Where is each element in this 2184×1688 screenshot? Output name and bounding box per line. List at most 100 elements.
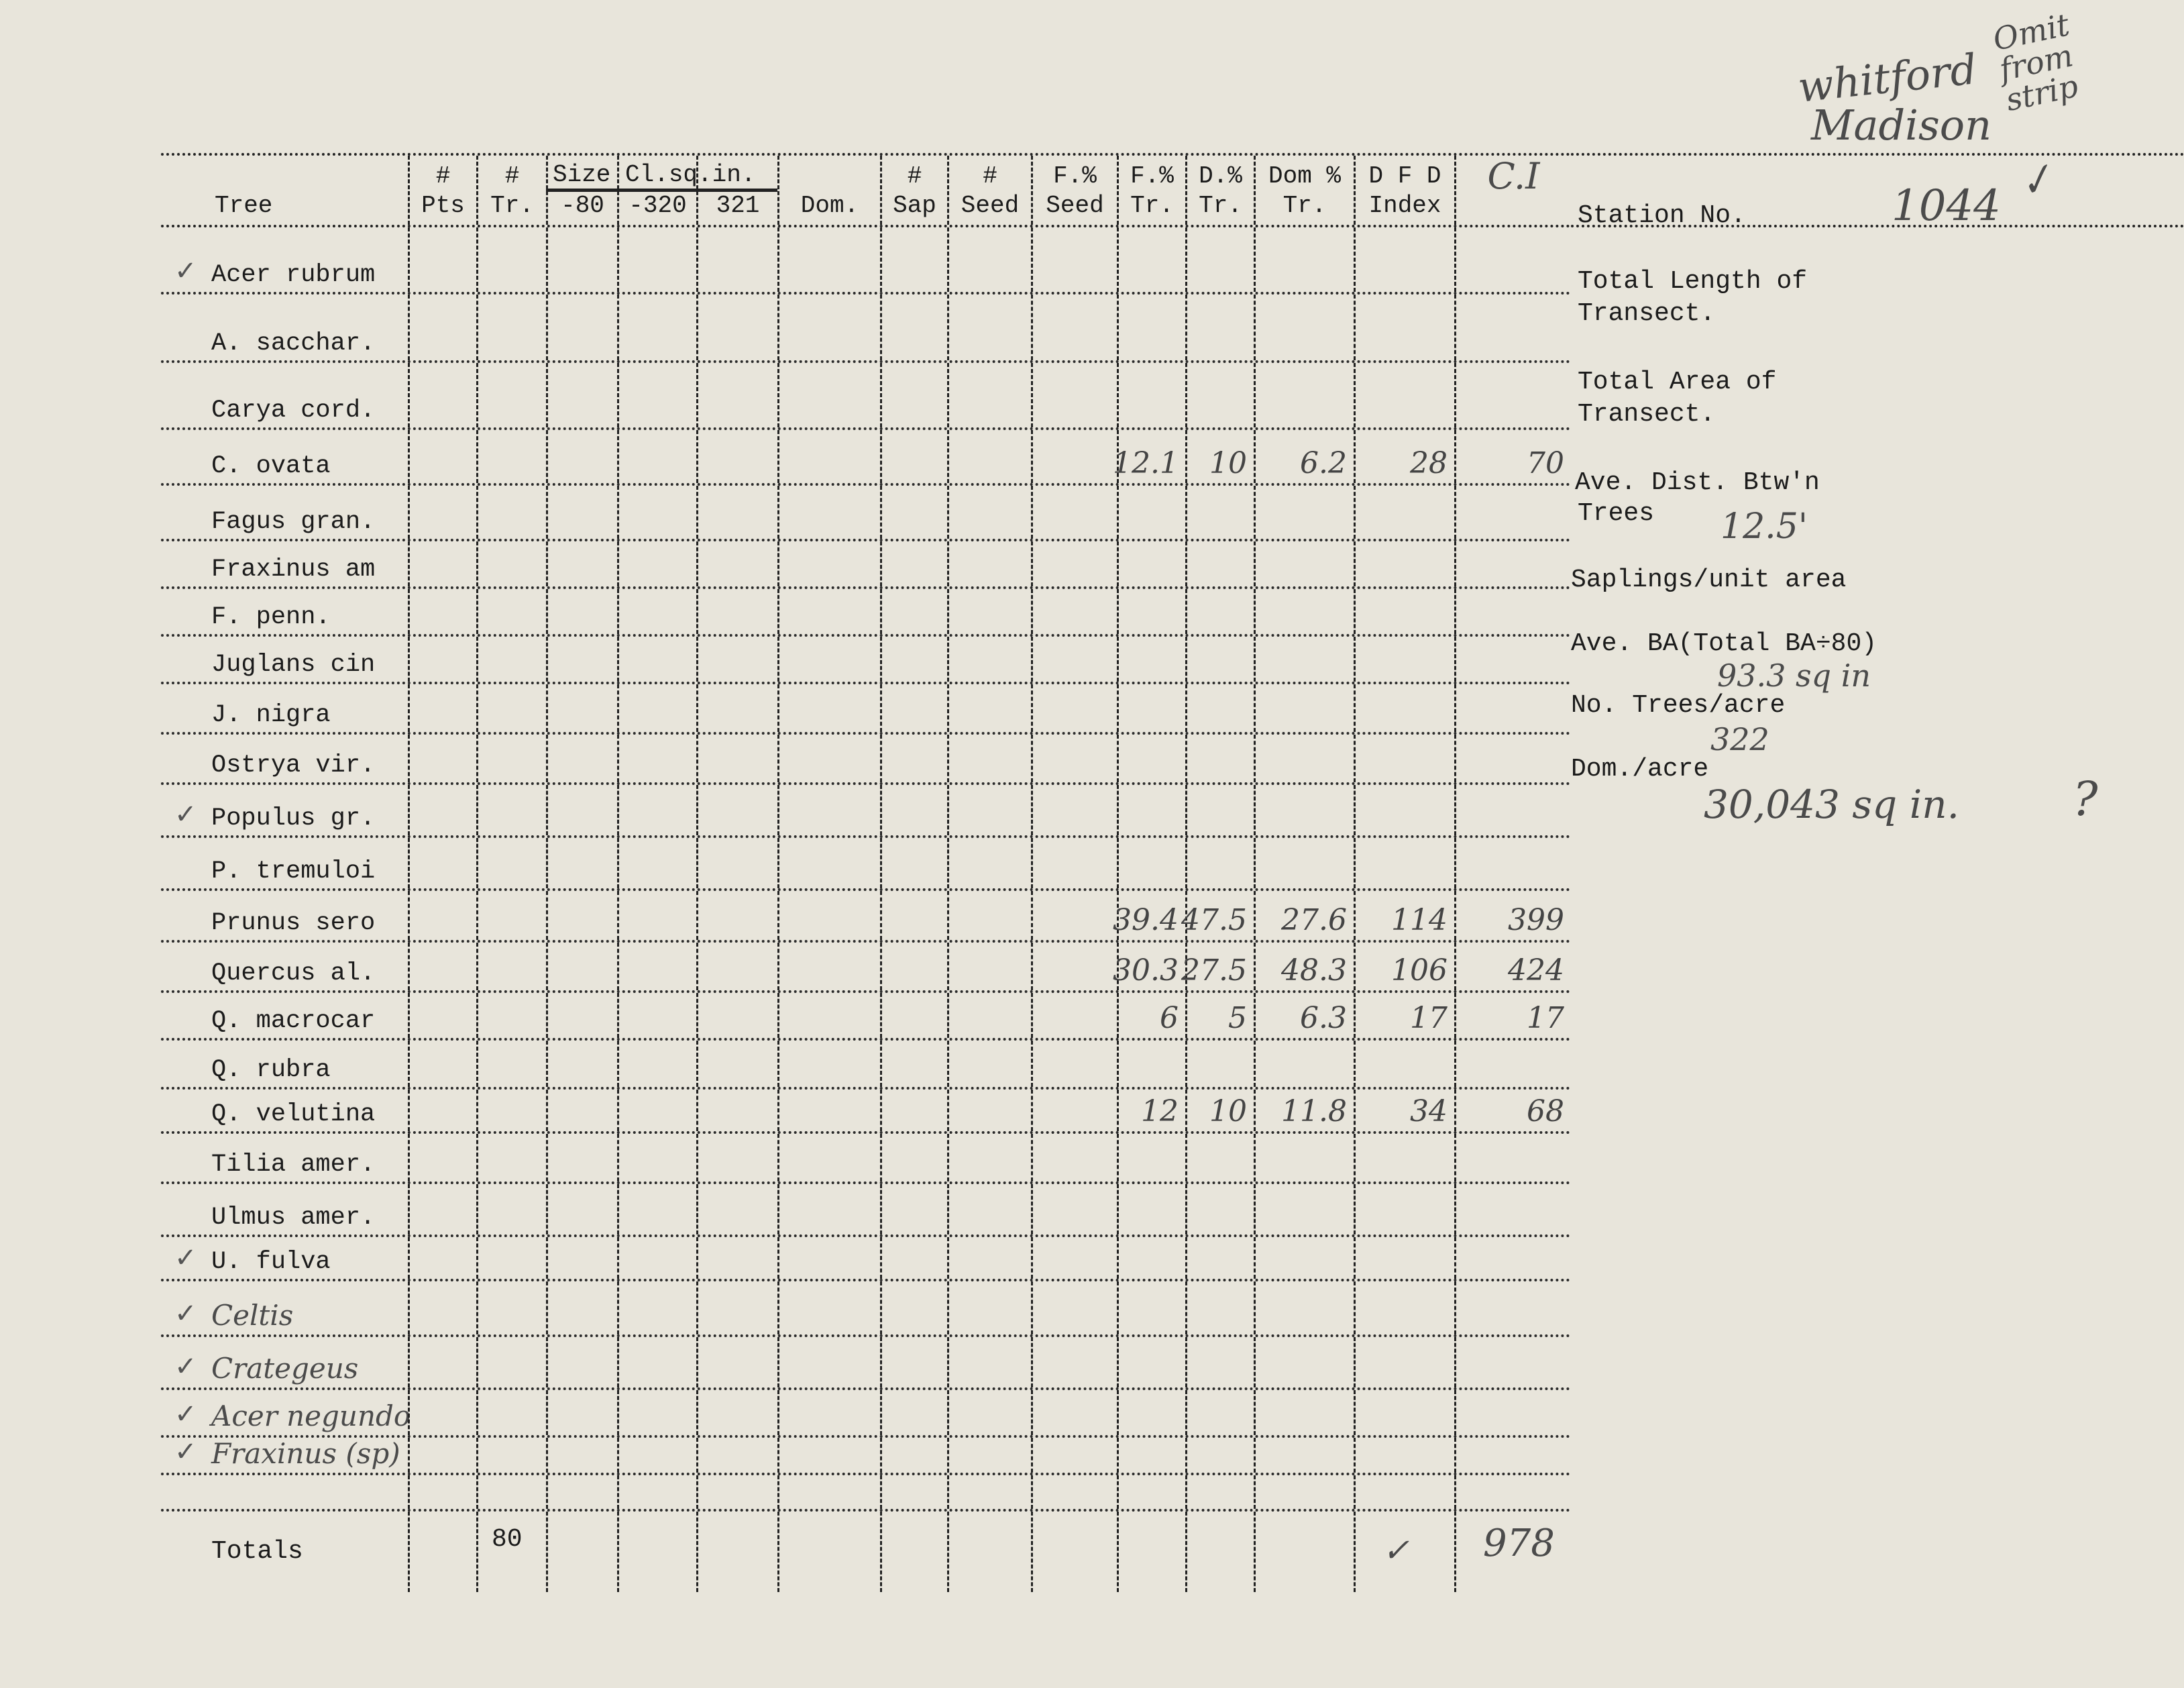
cell-fseed [1031, 943, 1117, 990]
size-class-header: Size Cl.sq.in. [546, 161, 777, 192]
cell-tree: Fagus gran. [161, 486, 408, 539]
cell-tree: ✓ Crategeus [161, 1337, 408, 1387]
cell-fseed [1031, 735, 1117, 782]
cell-ci [1454, 785, 1571, 835]
cell-domtr [1254, 541, 1354, 586]
cell-tr [476, 1237, 546, 1279]
dom-acre-label: Dom./acre [1571, 755, 1709, 784]
table-row: ✓ Crategeus [161, 1337, 1571, 1390]
cell-dtr [1185, 363, 1254, 427]
cell-size321 [696, 295, 777, 360]
cell-size321 [696, 1438, 777, 1473]
cell-sap [880, 1281, 947, 1334]
cell-seed [947, 1438, 1031, 1473]
cell-dom [777, 785, 880, 835]
cell-size80 [546, 684, 617, 732]
cell-seed [947, 943, 1031, 990]
tree-name: Crategeus [211, 1352, 359, 1385]
column-header-ftr: F.% Tr. [1117, 156, 1185, 225]
cell-ftr [1117, 295, 1185, 360]
cell-seed [947, 295, 1031, 360]
cell-seed [947, 1237, 1031, 1279]
cell-ftr [1117, 684, 1185, 732]
cell-domtr: 6.3 [1254, 993, 1354, 1038]
station-value: 1044 [1892, 181, 2001, 231]
value-ftr: 39.4 [1113, 903, 1179, 937]
cell-dom [777, 993, 880, 1038]
cell-pts [408, 1390, 476, 1435]
cell-tree: Ostrya vir. [161, 735, 408, 782]
cell-size321 [696, 785, 777, 835]
cell-dfd [1354, 541, 1454, 586]
column-header-line2: Dom. [800, 192, 859, 219]
cell-dom [777, 684, 880, 732]
cell-size80 [546, 1438, 617, 1473]
cell-pts [408, 295, 476, 360]
tree-name: Q. macrocar [211, 1007, 376, 1035]
value-dtr: 27.5 [1181, 953, 1247, 988]
cell-domtr [1254, 1281, 1354, 1334]
cell-domtr [1254, 1475, 1354, 1509]
cell-domtr [1254, 735, 1354, 782]
cell-dfd [1354, 1337, 1454, 1387]
cell-tr [476, 363, 546, 427]
cell-size321 [696, 1090, 777, 1131]
table-row: F. penn. [161, 589, 1571, 637]
totals-cell-domtr [1254, 1512, 1354, 1592]
column-header-line2: Tr. [1130, 192, 1174, 219]
cell-ftr [1117, 637, 1185, 682]
cell-sap [880, 363, 947, 427]
cell-pts [408, 1090, 476, 1131]
column-header-tr: # Tr. [476, 156, 546, 225]
cell-ftr [1117, 1337, 1185, 1387]
total-length-label-2: Transect. [1578, 299, 1716, 328]
cell-size80 [546, 785, 617, 835]
cell-ftr [1117, 1237, 1185, 1279]
tree-name: Tilia amer. [211, 1151, 376, 1179]
cell-pts [408, 785, 476, 835]
cell-fseed [1031, 993, 1117, 1038]
cell-size321 [696, 891, 777, 940]
cell-tree [161, 1475, 408, 1509]
table-row: ✓ Populus gr. [161, 785, 1571, 838]
cell-dfd [1354, 486, 1454, 539]
cell-domtr [1254, 1337, 1354, 1387]
tree-name: Ulmus amer. [211, 1204, 376, 1232]
cell-sap [880, 891, 947, 940]
cell-size320 [617, 891, 696, 940]
table-row: C. ovata 12.1 10 6.2 28 70 [161, 430, 1571, 486]
table-header: Tree # Pts # Tr. -80 -320 321 Dom. # Sap # Seed F… [161, 153, 1571, 227]
cell-dtr [1185, 838, 1254, 888]
cell-size321 [696, 541, 777, 586]
cell-dfd [1354, 1184, 1454, 1234]
cell-ci: 399 [1454, 891, 1571, 940]
cell-sap [880, 589, 947, 634]
column-header-ci: C.I [1454, 156, 1571, 225]
cell-dtr [1185, 1337, 1254, 1387]
ave-dist-label: Ave. Dist. Btw'n [1575, 468, 1820, 497]
table-row: P. tremuloi [161, 838, 1571, 891]
cell-tr [476, 785, 546, 835]
cell-dfd [1354, 227, 1454, 292]
totals-cell-pts [408, 1512, 476, 1592]
divider [1571, 153, 2184, 156]
cell-size320 [617, 735, 696, 782]
cell-seed [947, 891, 1031, 940]
cell-sap [880, 1184, 947, 1234]
totals-cell-dfd: ✓ [1354, 1512, 1454, 1592]
cell-tr [476, 1041, 546, 1087]
divider [1571, 225, 2184, 227]
cell-dom [777, 227, 880, 292]
column-header-line2: Pts [421, 192, 465, 219]
cell-tree: C. ovata [161, 430, 408, 483]
cell-dfd [1354, 637, 1454, 682]
cell-size320 [617, 541, 696, 586]
cell-dtr [1185, 1438, 1254, 1473]
cell-sap [880, 541, 947, 586]
cell-tree: Tilia amer. [161, 1134, 408, 1181]
column-header-size321: 321 [696, 156, 777, 225]
tree-name: F. penn. [211, 603, 331, 631]
cell-tr [476, 1281, 546, 1334]
cell-ci [1454, 1134, 1571, 1181]
cell-seed [947, 735, 1031, 782]
